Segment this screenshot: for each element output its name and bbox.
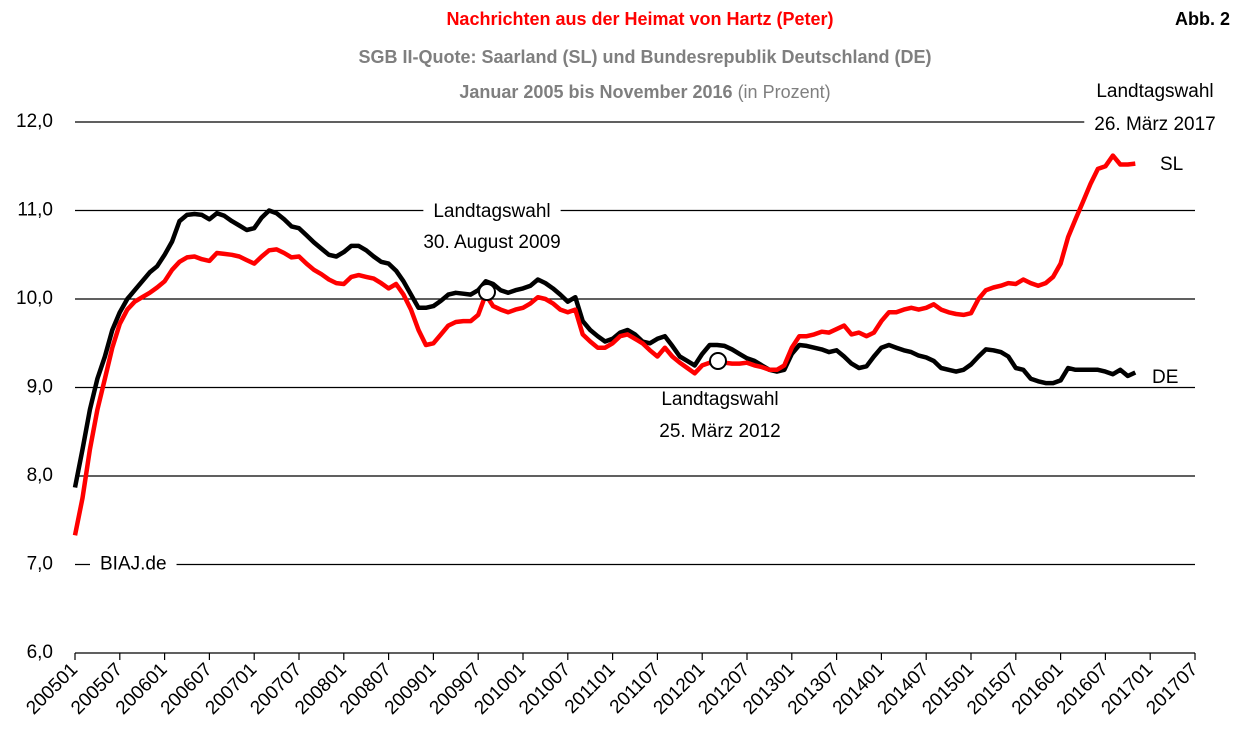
election-marker	[478, 283, 496, 301]
annotation-bg	[651, 389, 789, 411]
annotation-text: 25. März 2012	[659, 421, 780, 442]
y-tick-label: 7,0	[27, 554, 53, 575]
annotation-text: Landtagswahl	[433, 201, 550, 222]
annotation-bg	[1086, 81, 1224, 103]
y-tick-label: 9,0	[27, 377, 53, 398]
chart-title: Nachrichten aus der Heimat von Hartz (Pe…	[446, 9, 833, 29]
source: BIAJ.de	[100, 554, 167, 575]
subtitle-period: Januar 2005 bis November 2016 (in Prozen…	[459, 82, 830, 102]
y-tick-label: 8,0	[27, 465, 53, 486]
y-tick-label: 6,0	[27, 642, 53, 663]
series-line	[72, 153, 1136, 536]
y-tick-label: 10,0	[16, 288, 53, 309]
y-tick-label: 12,0	[16, 111, 53, 132]
annotation-text: 26. März 2017	[1094, 114, 1215, 135]
source-bg	[90, 553, 177, 575]
election-marker	[709, 352, 727, 370]
figure-label: Abb. 2	[1175, 9, 1230, 29]
y-tick-label: 11,0	[17, 200, 53, 221]
subtitle: SGB II-Quote: Saarland (SL) und Bundesre…	[358, 47, 931, 67]
grid: 6,07,08,09,010,011,012,02005012005072006…	[16, 111, 1202, 719]
unit: (in Prozent)	[738, 82, 831, 102]
annotation-bg	[413, 232, 571, 254]
annotation-text: Landtagswahl	[661, 389, 778, 410]
annotation-text: 30. August 2009	[423, 232, 560, 253]
annotation-text: Landtagswahl	[1096, 81, 1213, 102]
annotation-bg	[1084, 114, 1226, 136]
period: Januar 2005 bis November 2016	[459, 82, 732, 102]
annotations: DE SL Landtagswahl 30. August 2009 Landtagsw…	[90, 81, 1226, 575]
legend-label: DE	[1152, 367, 1178, 388]
annotation-bg	[649, 421, 791, 443]
series-line	[72, 208, 1137, 488]
lines	[72, 153, 1137, 536]
legend-label: SL	[1160, 154, 1183, 175]
annotation-bg	[423, 201, 561, 223]
